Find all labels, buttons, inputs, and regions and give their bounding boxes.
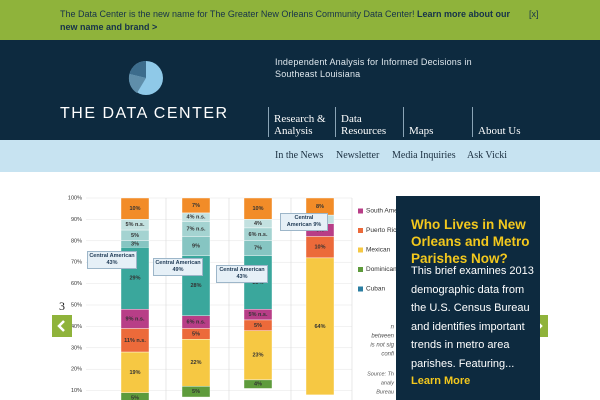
segment-label: 5% n.s. [249,312,268,318]
y-tick-label: 100% [68,195,82,201]
logo-icon [128,61,163,95]
y-tick-label: 80% [71,238,82,244]
segment-label: 6% n.s. [187,320,206,326]
bar-segment [181,386,211,398]
nav-item[interactable]: Maps [403,107,463,137]
segment-label: 4% n.s. [187,215,206,221]
segment-label: 22% [190,360,201,366]
segment-label: 8% [316,204,324,210]
segment-label: 7% [192,203,200,209]
y-tick-label: 70% [71,260,82,266]
segment-label: 10% [129,206,140,212]
legend-label: Dominican [366,266,397,273]
bar-segment [181,339,211,387]
feature-panel: Who Lives in New Orleans and Metro Paris… [396,196,540,400]
segment-label: 23% [252,353,263,359]
source-text: Source: Th [367,371,394,377]
segment-label: 6% n.s. [249,232,268,238]
annotation: Central American 43% [87,251,137,269]
annotation: Central American 9% [280,213,328,231]
legend-label: South American [366,208,412,215]
banner-message: The Data Center is the new name for The … [60,8,530,34]
segment-label: 5% [192,389,200,395]
segment-label: 3% [131,241,139,247]
nav-item[interactable]: Data Resources [335,107,395,137]
panel-link[interactable]: Learn More [411,375,471,387]
legend-swatch [358,286,363,292]
segment-label: 5% [131,233,139,239]
segment-label: 10% [252,206,263,212]
close-button[interactable]: [x] [529,9,539,19]
source-text: Bureau [376,389,394,395]
note-text: between [371,334,394,340]
segment-label: 4% [254,221,262,227]
y-tick-label: 60% [71,281,82,287]
annotation: Central American 43% [216,265,268,283]
legend-swatch [358,208,363,214]
bar-segment [120,351,150,393]
segment-label: 5% [131,396,139,400]
header: THE DATA CENTER Independent Analysis for… [0,40,600,140]
segment-label: 28% [190,283,201,289]
segment-label: 5% [254,323,262,329]
annotation: Central American 49% [153,258,203,276]
note-text: is not sig [370,343,394,349]
subnav-item[interactable]: Newsletter [336,150,380,161]
bar-segment [243,330,273,381]
y-tick-label: 90% [71,217,82,223]
banner: The Data Center is the new name for The … [0,0,600,40]
y-tick-label: 10% [71,388,82,394]
legend-swatch [358,228,363,233]
y-tick-label: 20% [71,367,82,373]
legend-label: Mexican [366,247,391,254]
y-tick-label: 50% [71,302,82,308]
subnav-item[interactable]: Ask Vicki [467,150,508,161]
segment-label: 19% [129,370,140,376]
y-tick-label: 30% [71,345,82,351]
segment-label: 29% [129,276,140,282]
panel-body: This brief examines 2013 demographic dat… [411,265,534,370]
source-text: analy [381,380,395,386]
slide-number: 3 [59,299,65,313]
prev-arrow[interactable] [52,315,72,337]
legend-label: Puerto Rican [366,227,404,234]
segment-label: 9% n.s. [126,316,145,322]
segment-label: 5% [192,331,200,337]
segment-label: 64% [314,324,325,330]
bar-segment [243,379,273,389]
bar-segment [120,392,150,400]
note-text: confi [381,352,394,358]
segment-label: 11% n.s. [124,338,146,344]
subnav-item[interactable]: Media Inquiries [392,150,456,161]
tagline: Independent Analysis for Informed Decisi… [275,57,472,79]
segment-label: 5% n.s. [126,222,145,228]
nav-item[interactable]: About Us [472,107,532,137]
panel-title[interactable]: Who Lives in New Orleans and Metro Paris… [411,217,530,266]
subnav: In the News Newsletter Media Inquiries A… [0,140,600,172]
subnav-item[interactable]: In the News [275,150,324,161]
note-text: n [391,325,395,331]
segment-label: 7% n.s. [187,226,206,232]
legend-label: Cuban [366,286,386,293]
bar-segment [305,257,335,396]
segment-label: 7% [254,246,262,252]
banner-text: The Data Center is the new name for The … [60,9,415,19]
y-tick-label: 40% [71,324,82,330]
segment-label: 4% [254,382,262,388]
segment-label: 10% [314,245,325,251]
legend-swatch [358,267,363,272]
nav-item[interactable]: Research & Analysis [268,107,328,137]
banner-link[interactable]: Learn more about our new name and brand … [60,9,511,32]
logo-text[interactable]: THE DATA CENTER [60,105,229,122]
segment-label: 9% [192,244,200,250]
legend-swatch [358,247,363,253]
